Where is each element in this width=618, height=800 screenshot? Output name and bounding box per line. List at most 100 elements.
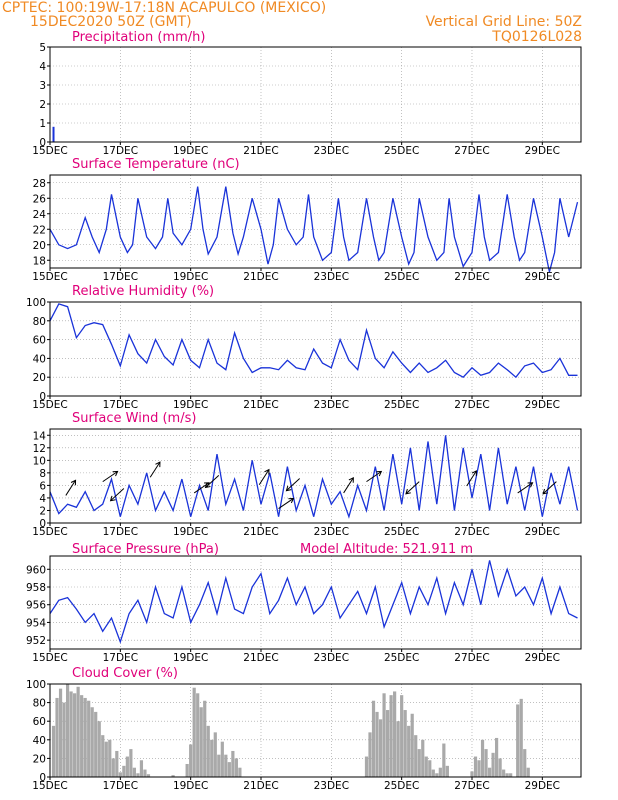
bar-cloud xyxy=(442,743,446,777)
y-tick-label: 960 xyxy=(26,564,46,576)
plot-frame xyxy=(49,555,582,650)
bar-cloud xyxy=(491,752,495,777)
wind-vector xyxy=(258,469,270,486)
bar-cloud xyxy=(136,773,140,777)
bar-cloud xyxy=(210,739,214,777)
panel-rh: 0 20 40 60 80 100 Relative Humidity (%) 15DEC 17… xyxy=(26,284,582,411)
bar-cloud xyxy=(132,767,136,777)
wind-vector xyxy=(286,478,301,492)
bar-cloud xyxy=(62,702,66,777)
y-tick-label: 60 xyxy=(33,716,46,728)
x-tick-label: 27DEC xyxy=(454,399,489,411)
x-tick-label: 27DEC xyxy=(454,145,489,157)
wind-vector-head xyxy=(348,476,354,483)
wind-vector xyxy=(343,477,354,494)
x-tick-label: 29DEC xyxy=(525,780,560,792)
y-tick-label: 2 xyxy=(39,99,46,111)
plot-frame xyxy=(49,301,582,397)
series-line-pres xyxy=(49,560,578,644)
header-location: CPTEC: 100:19W-17:18N ACAPULCO (MEXICO) xyxy=(2,0,326,16)
wind-vector xyxy=(542,481,557,495)
wind-vector-head xyxy=(264,468,270,475)
bar-cloud xyxy=(65,684,70,777)
y-tick-label: 4 xyxy=(39,61,46,73)
bar-cloud xyxy=(410,713,414,777)
x-tick-label: 15DEC xyxy=(32,399,67,411)
bar-cloud xyxy=(101,735,105,777)
bar-cloud xyxy=(104,741,108,777)
y-tick-label: 4 xyxy=(39,493,46,505)
y-tick-label: 0 xyxy=(39,391,46,403)
wind-vector xyxy=(405,481,420,495)
y-tick-label: 40 xyxy=(33,735,46,747)
wind-vector-head xyxy=(204,482,211,489)
bar-cloud xyxy=(526,767,530,777)
bar-cloud xyxy=(227,762,231,777)
x-tick-label: 23DEC xyxy=(314,271,349,283)
wind-vector-head xyxy=(112,470,119,477)
bar-cloud xyxy=(445,765,449,777)
y-tick-label: 958 xyxy=(26,582,46,594)
bar-cloud xyxy=(73,693,77,777)
bar-cloud xyxy=(519,698,523,777)
y-tick-label: 28 xyxy=(33,178,46,190)
x-tick-label: 17DEC xyxy=(103,399,138,411)
bar-cloud xyxy=(76,686,80,777)
wind-vector-head xyxy=(109,495,116,502)
bar-cloud xyxy=(118,772,122,777)
x-tick-label: 19DEC xyxy=(173,271,208,283)
x-tick-label: 25DEC xyxy=(384,526,419,538)
bar-cloud xyxy=(470,771,474,777)
wind-vector xyxy=(102,471,118,483)
y-tick-label: 80 xyxy=(33,316,46,328)
bar-cloud xyxy=(385,710,390,777)
panel-precip: 0 1 2 3 4 5 Precipitation (mm/h) 15DEC 17DEC 19DE… xyxy=(32,30,582,157)
bar-cloud xyxy=(484,749,488,777)
bar-cloud xyxy=(213,732,217,777)
bar-cloud xyxy=(217,754,221,777)
x-tick-label: 19DEC xyxy=(173,652,208,664)
y-tick-label: 8 xyxy=(39,468,46,480)
bar-cloud xyxy=(375,711,379,777)
bar-cloud xyxy=(231,750,235,777)
x-tick-label: 27DEC xyxy=(454,780,489,792)
y-tick-label: 24 xyxy=(33,209,47,221)
bar-cloud xyxy=(146,774,151,777)
x-tick-label: 19DEC xyxy=(173,780,208,792)
wind-vector xyxy=(110,488,125,502)
x-tick-label: 21DEC xyxy=(243,526,278,538)
bar-cloud xyxy=(502,769,506,777)
bar-cloud xyxy=(69,691,73,777)
y-tick-label: 22 xyxy=(33,224,46,236)
bar-cloud xyxy=(417,749,421,777)
header-run-time: 15DEC2020 50Z (GMT) xyxy=(30,14,192,30)
bar-cloud xyxy=(424,756,428,777)
y-tick-label: 0 xyxy=(39,137,46,149)
x-tick-label: 15DEC xyxy=(32,652,67,664)
bar-cloud xyxy=(97,721,101,777)
bar-cloud xyxy=(51,725,56,777)
wind-vector-head xyxy=(285,485,292,492)
wind-vector-head xyxy=(471,470,477,476)
bar-cloud xyxy=(94,711,98,777)
y-tick-label: 6 xyxy=(39,480,46,492)
bar-cloud xyxy=(414,735,418,777)
header-model-code: TQ0126L028 xyxy=(491,29,582,45)
bar-cloud xyxy=(473,756,478,777)
y-tick-label: 952 xyxy=(26,635,46,647)
x-tick-label: 21DEC xyxy=(243,271,278,283)
wind-vector xyxy=(205,475,220,488)
bar-cloud xyxy=(171,775,175,777)
bar-cloud xyxy=(368,732,372,777)
panel-title-pres: Surface Pressure (hPa) xyxy=(72,542,219,557)
x-tick-label: 17DEC xyxy=(103,526,138,538)
x-tick-label: 29DEC xyxy=(525,271,560,283)
series-line-temp xyxy=(49,186,579,273)
y-tick-label: 5 xyxy=(39,42,46,54)
bar-cloud xyxy=(487,767,492,777)
bar-cloud xyxy=(480,739,485,777)
bar-cloud xyxy=(139,760,144,777)
x-tick-label: 23DEC xyxy=(314,526,349,538)
bar-cloud xyxy=(203,700,207,777)
